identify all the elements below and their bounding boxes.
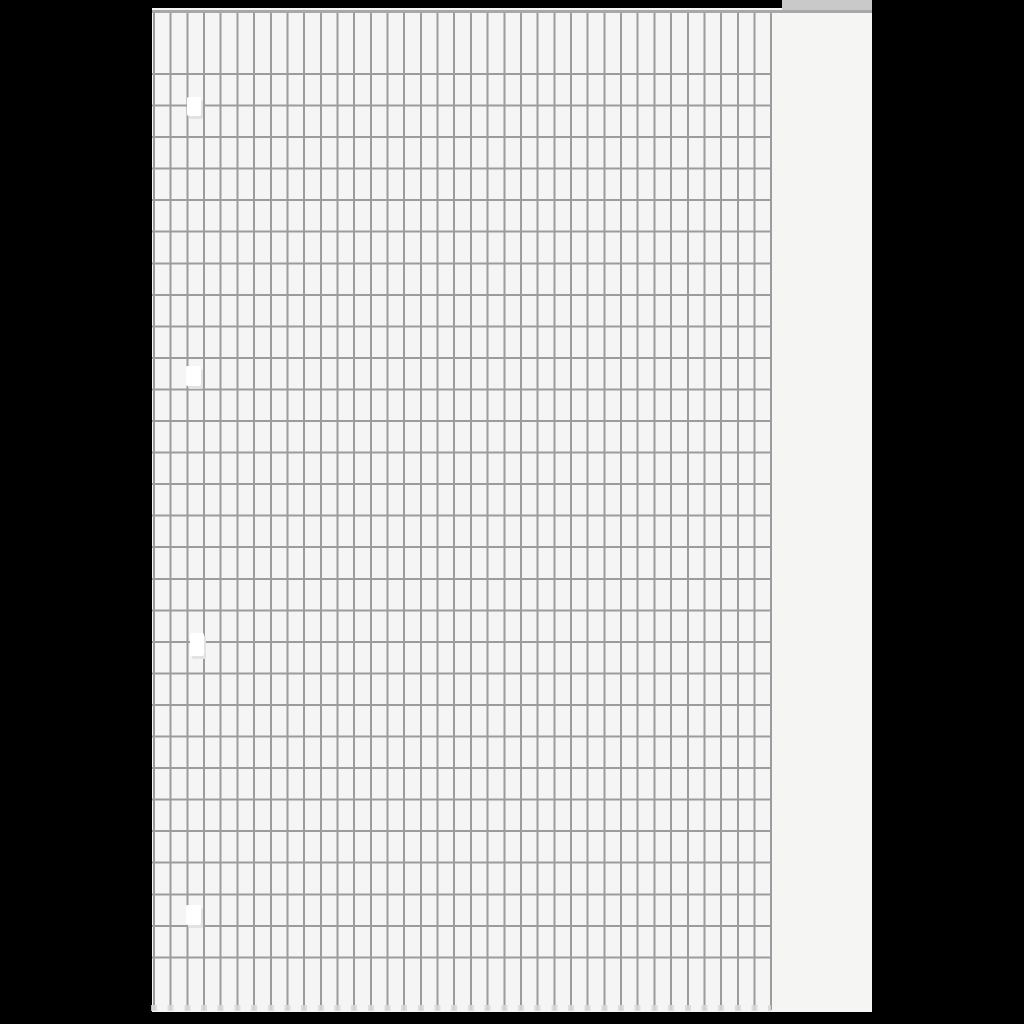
grid-horizontal-lines	[152, 73, 772, 960]
grid-bottom-nubs	[151, 1005, 771, 1011]
top-right-page-edge	[782, 0, 872, 10]
punch-hole-mark	[190, 633, 204, 656]
paper-page	[151, 8, 872, 1012]
page-top-border	[152, 10, 872, 13]
blank-right-margin	[773, 8, 872, 1012]
punch-hole-mark	[186, 905, 201, 925]
punch-hole-mark	[186, 366, 201, 386]
punch-hole-mark	[187, 97, 201, 116]
